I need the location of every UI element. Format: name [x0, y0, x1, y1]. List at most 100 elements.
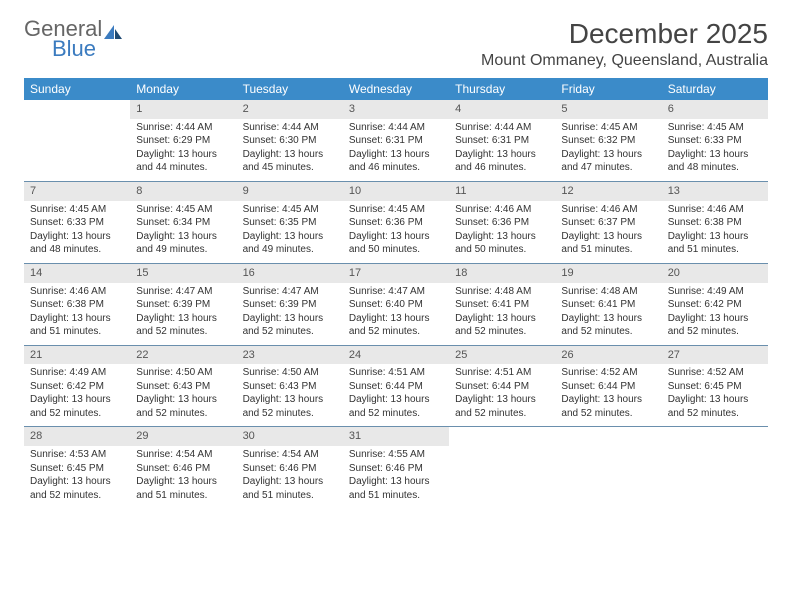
day-number: 29: [130, 427, 236, 446]
cell-body: Sunrise: 4:47 AMSunset: 6:39 PMDaylight:…: [130, 283, 236, 345]
location-subtitle: Mount Ommaney, Queensland, Australia: [481, 52, 768, 70]
sunset-text: Sunset: 6:37 PM: [561, 216, 655, 230]
sunrise-text: Sunrise: 4:44 AM: [455, 121, 549, 135]
daylight-text: Daylight: 13 hours and 52 minutes.: [455, 312, 549, 339]
day-number: 6: [662, 100, 768, 119]
day-number: 4: [449, 100, 555, 119]
calendar-cell: 6Sunrise: 4:45 AMSunset: 6:33 PMDaylight…: [662, 100, 768, 181]
day-number: 3: [343, 100, 449, 119]
day-number: 13: [662, 182, 768, 201]
calendar-cell: 15Sunrise: 4:47 AMSunset: 6:39 PMDayligh…: [130, 263, 236, 345]
cell-body: Sunrise: 4:54 AMSunset: 6:46 PMDaylight:…: [130, 446, 236, 508]
month-title: December 2025: [481, 18, 768, 50]
calendar-cell: 5Sunrise: 4:45 AMSunset: 6:32 PMDaylight…: [555, 100, 661, 181]
sunset-text: Sunset: 6:33 PM: [30, 216, 124, 230]
sunrise-text: Sunrise: 4:45 AM: [136, 203, 230, 217]
sunrise-text: Sunrise: 4:44 AM: [349, 121, 443, 135]
day-number: 9: [237, 182, 343, 201]
sunset-text: Sunset: 6:33 PM: [668, 134, 762, 148]
sunrise-text: Sunrise: 4:46 AM: [30, 285, 124, 299]
daylight-text: Daylight: 13 hours and 52 minutes.: [136, 393, 230, 420]
cell-body: Sunrise: 4:52 AMSunset: 6:45 PMDaylight:…: [662, 364, 768, 426]
daylight-text: Daylight: 13 hours and 52 minutes.: [455, 393, 549, 420]
sunrise-text: Sunrise: 4:48 AM: [561, 285, 655, 299]
sunrise-text: Sunrise: 4:52 AM: [668, 366, 762, 380]
cell-body: Sunrise: 4:53 AMSunset: 6:45 PMDaylight:…: [24, 446, 130, 508]
cell-body: Sunrise: 4:49 AMSunset: 6:42 PMDaylight:…: [662, 283, 768, 345]
daylight-text: Daylight: 13 hours and 46 minutes.: [349, 148, 443, 175]
calendar-cell: 23Sunrise: 4:50 AMSunset: 6:43 PMDayligh…: [237, 345, 343, 427]
sunrise-text: Sunrise: 4:46 AM: [668, 203, 762, 217]
calendar-cell: 29Sunrise: 4:54 AMSunset: 6:46 PMDayligh…: [130, 427, 236, 508]
cell-body: Sunrise: 4:54 AMSunset: 6:46 PMDaylight:…: [237, 446, 343, 508]
sunrise-text: Sunrise: 4:49 AM: [668, 285, 762, 299]
day-header: Wednesday: [343, 78, 449, 100]
sunset-text: Sunset: 6:42 PM: [30, 380, 124, 394]
sunset-text: Sunset: 6:43 PM: [243, 380, 337, 394]
day-number: 16: [237, 264, 343, 283]
cell-body: Sunrise: 4:44 AMSunset: 6:30 PMDaylight:…: [237, 119, 343, 181]
calendar-cell: 22Sunrise: 4:50 AMSunset: 6:43 PMDayligh…: [130, 345, 236, 427]
calendar-cell: [555, 427, 661, 508]
sunrise-text: Sunrise: 4:48 AM: [455, 285, 549, 299]
cell-body: Sunrise: 4:45 AMSunset: 6:33 PMDaylight:…: [24, 201, 130, 263]
calendar-cell: 25Sunrise: 4:51 AMSunset: 6:44 PMDayligh…: [449, 345, 555, 427]
day-number: 28: [24, 427, 130, 446]
calendar-cell: 4Sunrise: 4:44 AMSunset: 6:31 PMDaylight…: [449, 100, 555, 181]
day-number: 1: [130, 100, 236, 119]
cell-body: Sunrise: 4:44 AMSunset: 6:29 PMDaylight:…: [130, 119, 236, 181]
calendar-cell: 20Sunrise: 4:49 AMSunset: 6:42 PMDayligh…: [662, 263, 768, 345]
day-number: 27: [662, 346, 768, 365]
cell-body: Sunrise: 4:44 AMSunset: 6:31 PMDaylight:…: [343, 119, 449, 181]
sunset-text: Sunset: 6:39 PM: [243, 298, 337, 312]
calendar-row: 1Sunrise: 4:44 AMSunset: 6:29 PMDaylight…: [24, 100, 768, 181]
daylight-text: Daylight: 13 hours and 45 minutes.: [243, 148, 337, 175]
calendar-cell: 28Sunrise: 4:53 AMSunset: 6:45 PMDayligh…: [24, 427, 130, 508]
calendar-cell: 1Sunrise: 4:44 AMSunset: 6:29 PMDaylight…: [130, 100, 236, 181]
cell-body: Sunrise: 4:45 AMSunset: 6:35 PMDaylight:…: [237, 201, 343, 263]
day-number: 2: [237, 100, 343, 119]
calendar-cell: 2Sunrise: 4:44 AMSunset: 6:30 PMDaylight…: [237, 100, 343, 181]
day-number: 15: [130, 264, 236, 283]
day-number: 5: [555, 100, 661, 119]
cell-body: Sunrise: 4:48 AMSunset: 6:41 PMDaylight:…: [555, 283, 661, 345]
calendar-row: 21Sunrise: 4:49 AMSunset: 6:42 PMDayligh…: [24, 345, 768, 427]
day-number: 7: [24, 182, 130, 201]
sunrise-text: Sunrise: 4:45 AM: [349, 203, 443, 217]
daylight-text: Daylight: 13 hours and 48 minutes.: [30, 230, 124, 257]
daylight-text: Daylight: 13 hours and 52 minutes.: [561, 393, 655, 420]
calendar-cell: 19Sunrise: 4:48 AMSunset: 6:41 PMDayligh…: [555, 263, 661, 345]
daylight-text: Daylight: 13 hours and 52 minutes.: [561, 312, 655, 339]
daylight-text: Daylight: 13 hours and 44 minutes.: [136, 148, 230, 175]
sunrise-text: Sunrise: 4:55 AM: [349, 448, 443, 462]
sunset-text: Sunset: 6:36 PM: [349, 216, 443, 230]
day-number: 10: [343, 182, 449, 201]
daylight-text: Daylight: 13 hours and 51 minutes.: [668, 230, 762, 257]
calendar-cell: [662, 427, 768, 508]
sunset-text: Sunset: 6:39 PM: [136, 298, 230, 312]
cell-body: Sunrise: 4:49 AMSunset: 6:42 PMDaylight:…: [24, 364, 130, 426]
cell-body: Sunrise: 4:45 AMSunset: 6:34 PMDaylight:…: [130, 201, 236, 263]
sunset-text: Sunset: 6:44 PM: [349, 380, 443, 394]
sunrise-text: Sunrise: 4:51 AM: [455, 366, 549, 380]
daylight-text: Daylight: 13 hours and 50 minutes.: [455, 230, 549, 257]
calendar-cell: 16Sunrise: 4:47 AMSunset: 6:39 PMDayligh…: [237, 263, 343, 345]
sunset-text: Sunset: 6:41 PM: [455, 298, 549, 312]
cell-body: Sunrise: 4:52 AMSunset: 6:44 PMDaylight:…: [555, 364, 661, 426]
header: GeneralBlue December 2025 Mount Ommaney,…: [24, 18, 768, 70]
daylight-text: Daylight: 13 hours and 52 minutes.: [668, 393, 762, 420]
cell-body: Sunrise: 4:45 AMSunset: 6:36 PMDaylight:…: [343, 201, 449, 263]
calendar-cell: 12Sunrise: 4:46 AMSunset: 6:37 PMDayligh…: [555, 181, 661, 263]
logo-text-blue: Blue: [52, 38, 125, 60]
sunrise-text: Sunrise: 4:47 AM: [349, 285, 443, 299]
sunrise-text: Sunrise: 4:45 AM: [561, 121, 655, 135]
day-header: Monday: [130, 78, 236, 100]
daylight-text: Daylight: 13 hours and 51 minutes.: [136, 475, 230, 502]
sunrise-text: Sunrise: 4:46 AM: [561, 203, 655, 217]
day-number: 25: [449, 346, 555, 365]
sunset-text: Sunset: 6:41 PM: [561, 298, 655, 312]
day-header: Saturday: [662, 78, 768, 100]
daylight-text: Daylight: 13 hours and 49 minutes.: [243, 230, 337, 257]
day-number: 14: [24, 264, 130, 283]
sunrise-text: Sunrise: 4:53 AM: [30, 448, 124, 462]
